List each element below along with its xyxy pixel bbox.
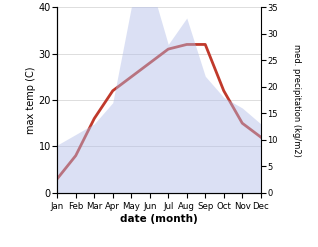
X-axis label: date (month): date (month)	[120, 214, 198, 224]
Y-axis label: max temp (C): max temp (C)	[26, 66, 36, 134]
Y-axis label: med. precipitation (kg/m2): med. precipitation (kg/m2)	[292, 44, 301, 156]
